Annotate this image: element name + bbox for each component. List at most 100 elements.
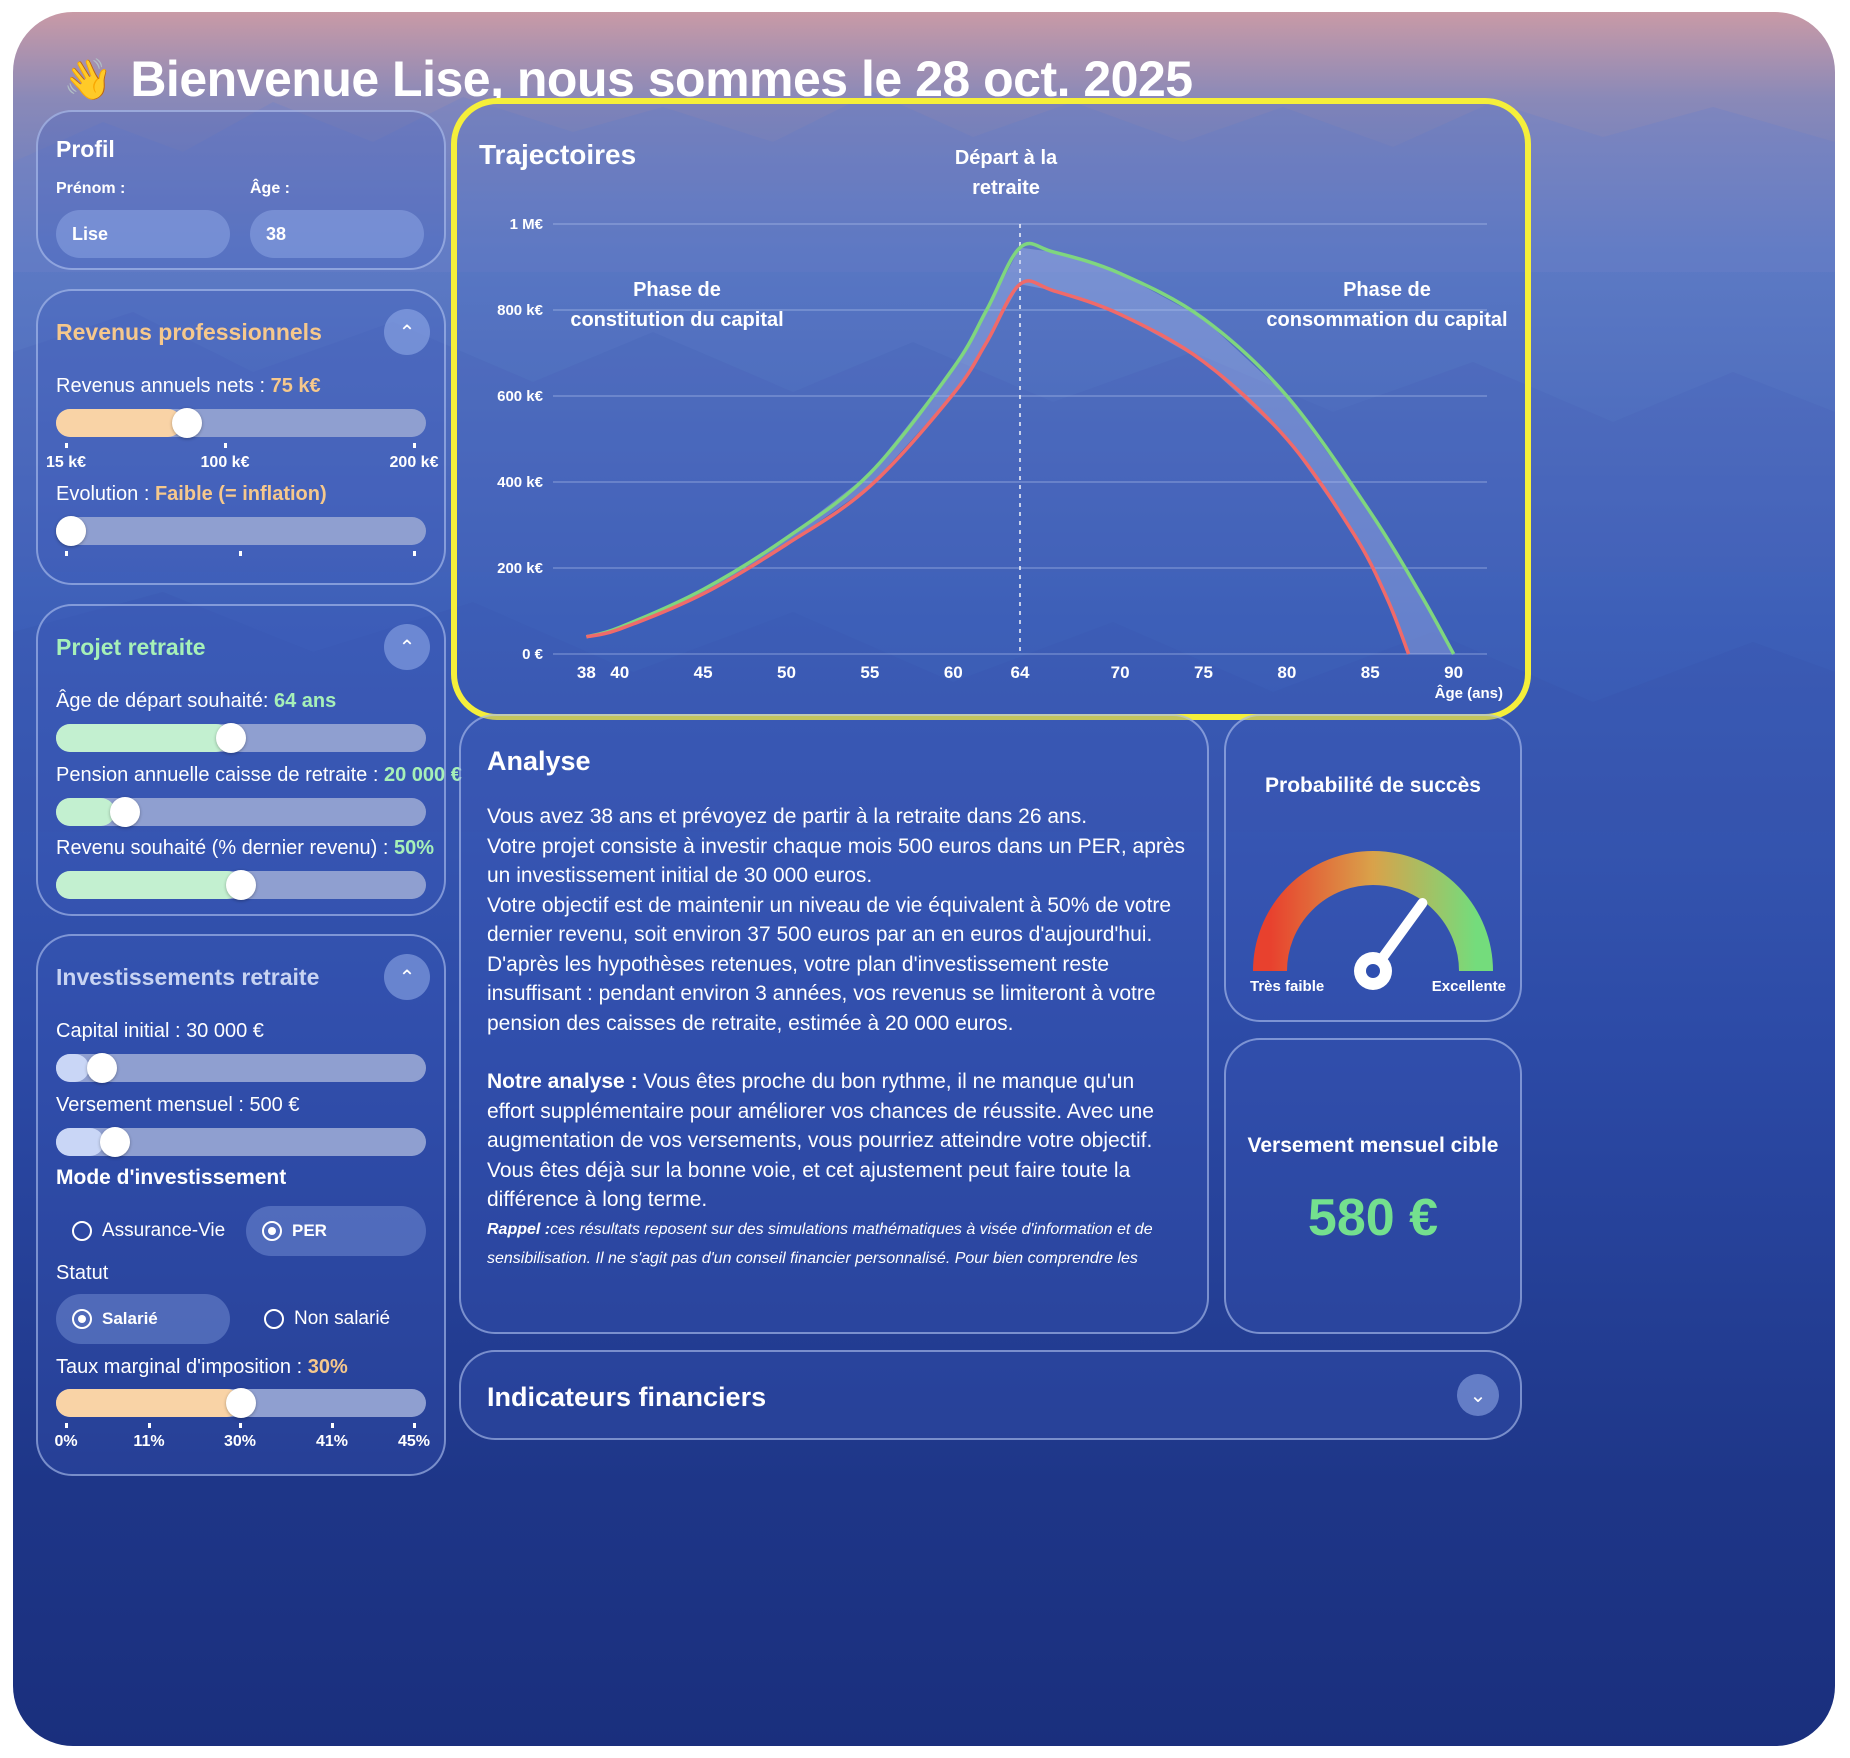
revenus-annuels-label: Revenus annuels nets : 75 k€ (56, 375, 321, 397)
slider-handle[interactable] (100, 1127, 131, 1157)
profil-title: Profil (56, 136, 115, 162)
annotation-constitution: Phase de constitution du capital (570, 279, 783, 331)
x-tick-label: 40 (610, 663, 629, 682)
versement-slider[interactable] (56, 1127, 426, 1157)
x-tick-label: 90 (1444, 663, 1463, 682)
analyse-paragraph: Votre projet consiste à investir chaque … (487, 834, 1186, 888)
age-depart-slider[interactable] (56, 723, 426, 753)
invest-title: Investissements retraite (56, 964, 320, 990)
age-field[interactable]: 38 (250, 210, 424, 258)
rappel-note: Rappel :ces résultats reposent sur des s… (487, 1220, 1153, 1267)
x-tick-label: 45 (694, 663, 713, 682)
versement-cible-value: 580 € (1307, 1189, 1439, 1247)
tick-mark (224, 443, 227, 448)
chevron-up-icon: ⌃ (398, 966, 416, 989)
analyse-paragraph: Votre objectif est de maintenir un nivea… (487, 893, 1172, 947)
tick-mark (239, 1423, 242, 1428)
revenus-annuels-slider[interactable] (56, 408, 426, 438)
statut-title: Statut (56, 1262, 109, 1284)
statut-non-salarie-radio[interactable]: Non salarié (248, 1294, 426, 1344)
revenus-title: Revenus professionnels (56, 319, 322, 345)
mode-option-label: PER (292, 1221, 327, 1240)
x-axis-label: Âge (ans) (1435, 684, 1503, 702)
mode-option-label: Assurance-Vie (102, 1220, 226, 1241)
x-tick-label: 50 (777, 663, 796, 682)
y-tick-label: 800 k€ (497, 302, 544, 319)
slider-handle[interactable] (86, 1053, 117, 1083)
capital-value: 30 000 € (186, 1020, 264, 1042)
slider-handle[interactable] (171, 408, 202, 438)
taux-tick: 11% (133, 1433, 165, 1450)
slider-handle[interactable] (226, 1388, 256, 1418)
invest-card: Investissements retraite ⌃ Capital initi… (36, 934, 446, 1476)
invest-collapse-button[interactable]: ⌃ (384, 954, 430, 1000)
slider-fill (56, 1128, 105, 1156)
mode-assurance-vie-radio[interactable]: Assurance-Vie (56, 1206, 236, 1256)
versement-cible-title: Versement mensuel cible (1247, 1134, 1499, 1157)
radio-selected-icon (72, 1309, 92, 1329)
app-window: 👋 Bienvenue Lise, nous sommes le 28 oct.… (13, 12, 1835, 1746)
slider-handle[interactable] (226, 870, 256, 900)
mode-title: Mode d'investissement (56, 1166, 287, 1189)
notre-analyse-paragraph: Notre analyse : Vous êtes proche du bon … (487, 1070, 1154, 1211)
tick-mark (148, 1423, 151, 1428)
trajectoires-chart: Trajectoires 0 € 200 k€ 400 k€ 600 k€ 800 k€… (479, 139, 1508, 702)
radio-icon (72, 1221, 92, 1241)
slider-handle[interactable] (56, 516, 86, 546)
indicateurs-card[interactable]: Indicateurs financiers ⌄ (459, 1350, 1522, 1440)
age-depart-label: Âge de départ souhaité: 64 ans (56, 690, 337, 712)
chevron-up-icon: ⌃ (398, 636, 416, 659)
chevron-down-icon: ⌄ (1469, 1384, 1487, 1407)
revenu-souhaite-slider[interactable] (56, 870, 426, 900)
revenus-tick-mid: 100 k€ (200, 454, 250, 471)
tick-mark (65, 443, 68, 448)
chart-title: Trajectoires (479, 139, 636, 170)
x-tick-label: 55 (860, 663, 879, 682)
taux-value: 30% (307, 1356, 348, 1378)
capital-slider[interactable] (56, 1053, 426, 1083)
tick-mark (413, 1423, 416, 1428)
tick-mark (65, 1423, 68, 1428)
prenom-field[interactable]: Lise (56, 210, 230, 258)
analyse-body: Vous avez 38 ans et prévoyez de partir à… (487, 802, 1187, 1273)
evolution-slider[interactable] (56, 516, 426, 546)
x-tick-label: 85 (1361, 663, 1380, 682)
slider-fill (56, 798, 116, 826)
projet-collapse-button[interactable]: ⌃ (384, 624, 430, 670)
y-tick-label: 600 k€ (497, 388, 544, 405)
mode-per-radio[interactable]: PER (246, 1206, 426, 1256)
slider-handle[interactable] (215, 723, 246, 753)
analyse-card: Analyse Vous avez 38 ans et prévoyez de … (459, 714, 1209, 1334)
y-tick-label: 400 k€ (497, 474, 544, 491)
statut-salarie-radio[interactable]: Salarié (56, 1294, 230, 1344)
pension-slider[interactable] (56, 797, 426, 827)
probabilite-title: Probabilité de succès (1265, 774, 1481, 797)
tick-mark (413, 551, 416, 556)
y-tick-label: 200 k€ (497, 560, 544, 577)
taux-label: Taux marginal d'imposition : 30% (56, 1356, 348, 1378)
profil-card: Profil Prénom : Âge : Lise 38 (36, 110, 446, 270)
chart-grid (553, 223, 1487, 655)
versement-label: Versement mensuel : 500 € (56, 1094, 300, 1116)
chevron-up-icon: ⌃ (398, 321, 416, 344)
slider-handle[interactable] (110, 797, 141, 827)
slider-fill (56, 409, 182, 437)
prenom-label: Prénom : (56, 180, 126, 197)
probabilite-gauge (1253, 851, 1493, 990)
evolution-value: Faible (= inflation) (154, 483, 327, 505)
x-tick-label: 60 (944, 663, 963, 682)
revenus-collapse-button[interactable]: ⌃ (384, 309, 430, 355)
revenus-card: Revenus professionnels ⌃ Revenus annuels… (36, 289, 446, 585)
taux-tick: 41% (315, 1433, 349, 1450)
taux-slider[interactable] (56, 1388, 426, 1418)
gauge-high-label: Excellente (1431, 978, 1506, 995)
statut-option-label: Non salarié (294, 1308, 391, 1329)
projet-title: Projet retraite (56, 634, 206, 660)
evolution-label: Evolution : Faible (= inflation) (56, 483, 327, 505)
slider-fill (56, 1054, 90, 1082)
x-tick-label: 38 (577, 663, 596, 682)
indicateurs-expand-button[interactable]: ⌄ (1457, 1374, 1499, 1416)
versement-value: 500 € (249, 1094, 300, 1116)
radio-selected-icon (262, 1221, 282, 1241)
revenus-tick-min: 15 k€ (45, 454, 87, 471)
